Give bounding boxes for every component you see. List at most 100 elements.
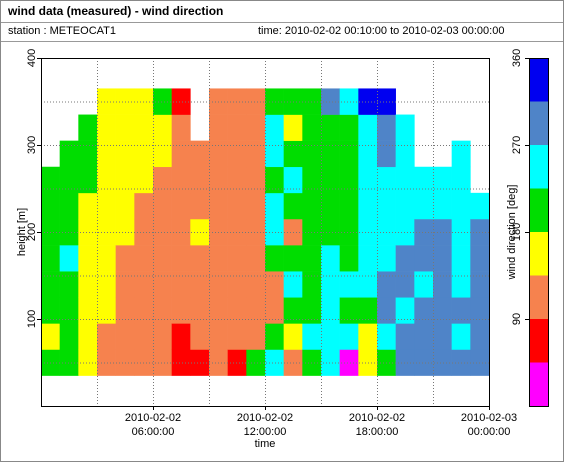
heat-cell <box>321 218 340 246</box>
colorbar-tick-label: 90 <box>511 313 523 325</box>
colorbar-tick-label: 360 <box>511 49 523 67</box>
heat-cell <box>134 245 154 272</box>
heat-cell <box>470 323 490 350</box>
heat-cell <box>59 349 79 376</box>
heat-cell <box>414 245 434 272</box>
heat-cell <box>339 349 359 376</box>
heat-cell <box>115 192 135 220</box>
heat-cell <box>302 323 322 350</box>
heat-cell <box>414 323 434 350</box>
heat-cell <box>227 114 247 141</box>
heat-cell <box>283 323 303 350</box>
heat-cell <box>265 114 284 141</box>
heat-cell <box>190 166 210 194</box>
heat-cell <box>227 245 247 272</box>
heat-cell <box>358 349 378 376</box>
heat-cell <box>190 192 210 220</box>
heat-cell <box>358 114 378 141</box>
heat-cell <box>171 218 191 246</box>
heat-cell <box>171 323 191 350</box>
heat-cell <box>97 192 116 220</box>
heat-cell <box>358 218 378 246</box>
heat-cell <box>414 166 434 194</box>
heat-cell <box>302 166 322 194</box>
heat-cell <box>209 297 228 324</box>
heat-cell <box>265 349 284 376</box>
y-axis-label: height [m] <box>16 208 28 256</box>
colorbar-tick-label: 180 <box>511 223 523 241</box>
heat-cell <box>358 140 378 168</box>
heat-cell <box>470 297 490 324</box>
heat-cell <box>377 192 396 220</box>
station: station : METEOCAT1 <box>8 25 116 37</box>
heat-cell <box>321 271 340 298</box>
heat-cell <box>265 323 284 350</box>
heat-cell <box>358 245 378 272</box>
heat-cell <box>78 192 98 220</box>
heat-cell <box>209 166 228 194</box>
heat-cell <box>153 323 172 350</box>
heat-cell <box>153 88 172 115</box>
heat-cell <box>97 297 116 324</box>
heat-cell <box>171 192 191 220</box>
heat-cell <box>115 297 135 324</box>
heat-cell <box>265 297 284 324</box>
colorbar-segment <box>529 58 548 102</box>
heat-cell <box>171 271 191 298</box>
heat-cell <box>41 245 60 272</box>
heat-cell <box>377 114 396 141</box>
heat-cell <box>339 323 359 350</box>
heat-cell <box>451 323 471 350</box>
heat-cell <box>395 349 415 376</box>
heat-cell <box>395 271 415 298</box>
heat-cell <box>190 245 210 272</box>
heat-cell <box>321 166 340 194</box>
heat-cell <box>78 323 98 350</box>
heat-cell <box>78 140 98 168</box>
heat-cell <box>59 218 79 246</box>
heat-cell <box>283 166 303 194</box>
heat-cell <box>451 297 471 324</box>
heat-cell <box>171 88 191 115</box>
heat-cell <box>358 271 378 298</box>
heat-cell <box>377 166 396 194</box>
heat-cell <box>433 245 452 272</box>
heat-cell <box>41 297 60 324</box>
heat-cell <box>321 192 340 220</box>
heat-cell <box>377 323 396 350</box>
heat-cell <box>59 245 79 272</box>
heat-cell <box>78 271 98 298</box>
colorbar-segment <box>529 188 548 232</box>
heat-cell <box>190 271 210 298</box>
heat-cell <box>153 192 172 220</box>
heat-cell <box>265 192 284 220</box>
colorbar-segment <box>529 145 548 189</box>
heat-cell <box>209 192 228 220</box>
heat-cell <box>395 245 415 272</box>
heat-cell <box>41 166 60 194</box>
heat-cell <box>302 271 322 298</box>
heat-cell <box>321 114 340 141</box>
heat-cell <box>321 140 340 168</box>
heat-cell <box>302 114 322 141</box>
time-range: time: 2010-02-02 00:10:00 to 2010-02-03 … <box>258 25 504 37</box>
heat-cell <box>321 297 340 324</box>
heat-cell <box>190 349 210 376</box>
colorbar-frame <box>529 58 549 407</box>
heat-cell <box>59 297 79 324</box>
heat-cell <box>97 323 116 350</box>
heat-cell <box>414 271 434 298</box>
heat-cell <box>339 88 359 115</box>
heat-cell <box>41 323 60 350</box>
heat-cell <box>59 271 79 298</box>
colorbar-segment <box>529 101 548 145</box>
heat-cell <box>246 140 266 168</box>
heat-cell <box>246 88 266 115</box>
heat-cell <box>414 349 434 376</box>
heat-cell <box>433 323 452 350</box>
heat-cell <box>339 192 359 220</box>
heat-cell <box>246 192 266 220</box>
heat-cell <box>265 88 284 115</box>
heat-cell <box>171 140 191 168</box>
